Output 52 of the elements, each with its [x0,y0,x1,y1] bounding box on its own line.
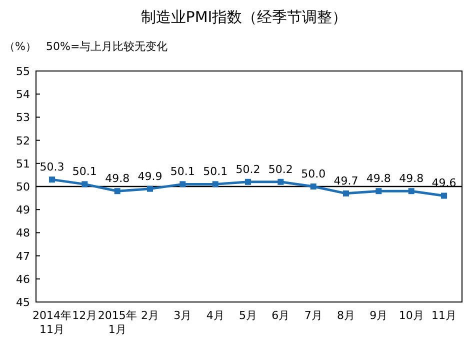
data-label: 49.7 [334,174,358,188]
y-tick-label: 51 [16,157,30,170]
x-tick-label: 6月 [272,309,290,322]
data-label: 49.8 [399,172,424,186]
x-tick-label: 10月 [398,309,424,322]
y-tick-label: 47 [16,250,30,263]
y-tick-label: 53 [16,111,30,124]
point [49,176,55,183]
x-tick-label: 7月 [304,309,322,322]
data-label: 49.8 [105,172,130,186]
text: 50%=与上月比较无变化 [46,40,168,53]
point [408,188,414,194]
x-tick-label: 8月 [337,309,355,322]
data-label: 50.2 [268,162,293,176]
y-tick-label: 54 [16,88,30,102]
y-tick-label: 50 [16,180,30,194]
x-tick-label: 11月 [432,309,456,322]
x-tick-label: 2014年 11月 [32,309,72,336]
point [180,181,186,188]
y-tick-label: 48 [16,226,30,240]
data-label: 49.9 [138,170,162,183]
chart-title: 制造业PMI指数（经季节调整） [140,8,348,26]
data-label: 50.1 [170,165,195,178]
data-label: 49.8 [366,172,391,186]
point [343,190,349,196]
x-tick-label: 3月 [174,309,192,322]
x-tick-label: 9月 [370,309,388,322]
data-label: 50.1 [72,165,97,178]
point [147,186,153,192]
y-tick-label: 52 [16,134,30,148]
point [441,192,447,199]
x-tick-label: 4月 [206,309,224,322]
y-axis-title: （%） [4,40,36,53]
y-tick-label: 46 [16,272,30,286]
point [114,188,120,194]
x-tick-label: 2月 [141,309,159,322]
x-tick-label: 12月 [72,309,98,322]
point [212,181,218,188]
data-label: 50.1 [203,165,228,178]
point [376,188,382,194]
x-tick-label: 2015年 1月 [98,309,137,336]
y-tick-label: 45 [16,296,30,309]
data-label: 50.2 [236,162,260,176]
data-label: 50.3 [40,160,64,174]
data-label: 50.0 [301,168,326,180]
point [82,181,88,188]
x-tick-label: 5月 [239,309,257,322]
point [310,184,316,190]
y-tick-label: 55 [16,65,30,78]
point [278,178,284,185]
point [245,178,251,185]
y-tick-label: 49 [16,204,30,217]
